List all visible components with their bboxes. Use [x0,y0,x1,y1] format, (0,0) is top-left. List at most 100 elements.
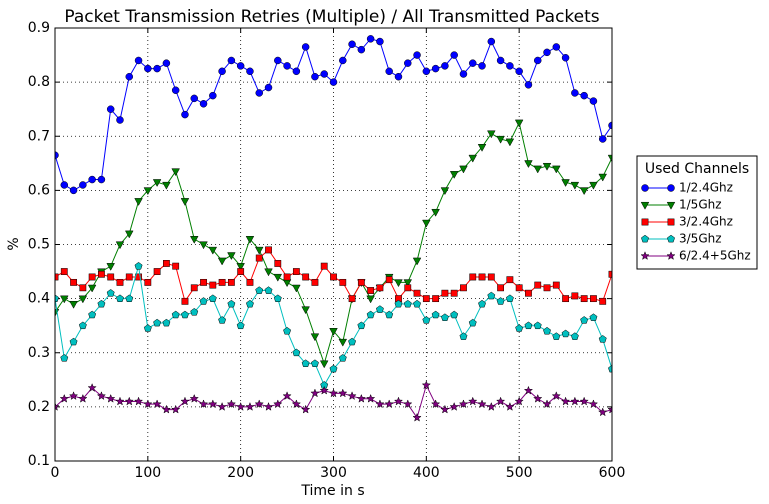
data-point [524,81,533,89]
data-point [181,297,189,305]
data-point [116,294,124,302]
data-point [189,393,199,403]
data-point [59,393,69,403]
data-point [430,399,441,409]
data-point [79,284,87,292]
data-point [115,396,125,406]
y-axis-label: % [6,237,22,250]
plot-area [55,35,612,422]
data-point [357,45,366,54]
legend-marker [641,234,649,243]
data-point [97,299,106,308]
data-point [431,64,440,73]
data-point [274,260,282,267]
data-point [60,268,68,275]
data-point [125,72,134,81]
data-point [449,171,459,179]
data-point [440,187,450,196]
legend-marker [640,251,650,260]
data-point [422,295,430,303]
data-point [96,391,107,401]
data-point [180,198,190,206]
data-point [88,310,97,319]
data-point [375,305,384,313]
data-point [524,160,533,169]
data-point [189,236,199,244]
data-point [283,273,291,281]
data-point [524,321,533,330]
data-point [125,294,134,302]
data-point [55,294,59,302]
data-point [254,246,264,255]
data-point [478,273,486,281]
data-point [143,187,153,196]
data-point [570,396,580,406]
data-point [515,324,524,332]
data-point [208,246,218,255]
data-point [496,135,505,144]
data-point [404,284,412,292]
data-point [413,289,421,297]
data-point [198,399,209,409]
data-point [227,299,236,308]
data-point [69,337,78,346]
data-point [339,278,347,286]
data-point [338,354,347,362]
data-point [478,62,486,70]
data-point [496,297,505,305]
y-tick-label: 0.2 [28,399,50,415]
data-point [319,385,329,395]
data-point [171,86,180,94]
data-point [458,399,469,409]
data-point [515,67,523,76]
data-point [598,135,607,143]
data-point [394,299,403,308]
data-point [421,380,432,390]
data-point [330,273,337,281]
data-point [116,116,124,124]
data-point [69,300,78,309]
data-point [162,181,171,190]
data-point [106,289,115,297]
data-point [329,78,338,86]
legend-marker [666,251,676,260]
data-point [412,412,422,422]
data-point [78,393,88,403]
data-point [366,310,375,319]
data-point [236,263,245,271]
data-point [589,181,598,190]
data-point [468,318,477,327]
data-point [422,219,431,228]
data-point [329,328,338,336]
data-point [320,70,328,78]
data-point [55,401,60,411]
data-point [143,399,153,409]
data-point [292,284,301,293]
data-point [403,279,413,288]
data-point [588,399,599,409]
data-point [505,138,515,147]
data-point [459,70,468,78]
data-point [282,391,292,401]
data-point [468,396,478,406]
data-point [153,268,161,275]
data-point [599,297,607,305]
data-point [469,273,477,281]
data-point [580,316,589,324]
legend-label: 1/5Ghz [679,198,722,212]
data-point [98,270,105,278]
x-tick-label: 500 [506,465,533,481]
data-point [171,310,180,319]
data-point [598,407,608,417]
x-axis-label: Time in s [300,483,364,499]
data-point [152,179,162,187]
data-point [469,59,477,67]
data-point [245,401,255,411]
data-point [152,399,162,409]
data-point [162,318,171,327]
data-point [533,56,542,65]
data-point [144,64,152,73]
data-point [570,181,580,190]
data-point [69,186,78,195]
data-point [542,162,552,171]
